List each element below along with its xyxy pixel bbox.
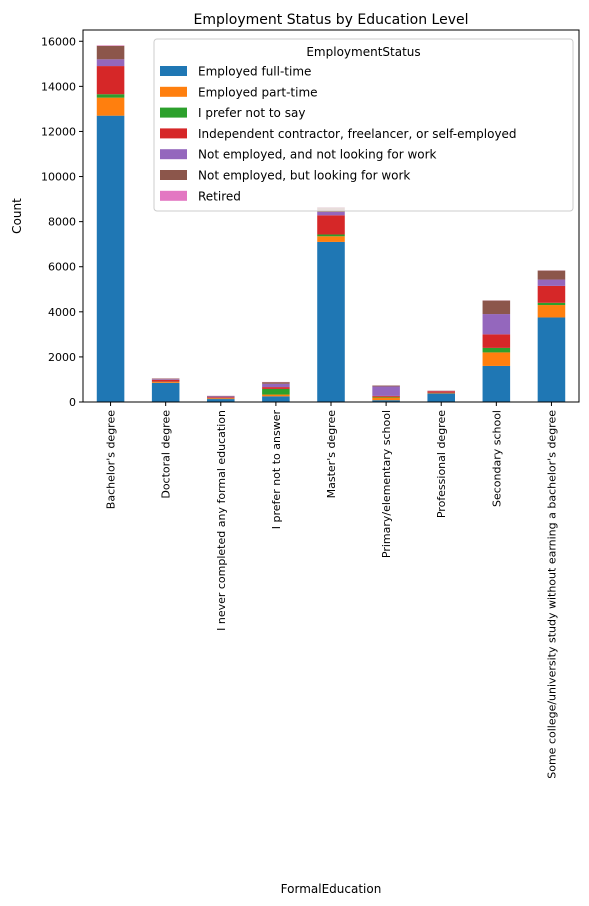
bar-segment-5-1 xyxy=(372,397,400,401)
x-tick-label-6: Professional degree xyxy=(435,410,448,518)
x-axis: Bachelor's degree Doctoral degree I never … xyxy=(105,402,558,779)
plot-frame xyxy=(82,29,580,403)
bar-segment-7-0 xyxy=(482,365,511,402)
bar-segment-7-2 xyxy=(482,347,511,353)
legend: EmploymentStatus Employed full-time Employ… xyxy=(153,38,574,212)
bar-segment-1-4 xyxy=(151,379,180,380)
bar-segment-1-0 xyxy=(151,382,180,402)
bar-segment-4-1 xyxy=(317,236,345,242)
bar-segment-5-5 xyxy=(372,385,400,387)
bar-segment-8-0 xyxy=(537,317,566,402)
legend-label-5: Not employed, but looking for work xyxy=(198,169,410,183)
legend-swatch-5 xyxy=(160,170,187,180)
legend-label-2: I prefer not to say xyxy=(198,106,305,120)
x-tick-label-2: I never completed any formal education xyxy=(215,410,228,631)
x-tick-label-3: I prefer not to answer xyxy=(270,410,283,530)
bar-segment-4-3 xyxy=(317,215,345,235)
bar-segment-7-5 xyxy=(482,300,511,315)
bar-segment-8-4 xyxy=(537,279,566,286)
legend-label-4: Not employed, and not looking for work xyxy=(198,148,437,162)
y-axis-label: Count xyxy=(10,198,24,234)
bar-segment-8-5 xyxy=(537,270,566,280)
x-tick-label-7: Secondary school xyxy=(490,410,503,507)
x-tick-label-1: Doctoral degree xyxy=(160,410,173,499)
y-tick-label-3: 6000 xyxy=(48,261,76,274)
bar-segment-2-3 xyxy=(207,397,235,399)
bar-segment-3-2 xyxy=(262,388,290,395)
bar-segment-8-1 xyxy=(537,305,566,318)
y-tick-label-0: 0 xyxy=(69,396,76,409)
legend-title: EmploymentStatus xyxy=(306,45,420,59)
bar-segment-1-1 xyxy=(151,381,180,383)
bar-segment-1-3 xyxy=(151,379,180,382)
bar-segment-6-0 xyxy=(427,393,455,402)
bar-segment-8-2 xyxy=(537,302,566,306)
x-tick-label-0: Bachelor's degree xyxy=(105,410,118,509)
x-tick-label-8: Some college/university study without ea… xyxy=(545,410,558,779)
y-tick-label-6: 12000 xyxy=(41,125,76,138)
y-tick-label-4: 8000 xyxy=(48,216,76,229)
legend-swatch-6 xyxy=(160,190,187,201)
x-tick-label-5: Primary/elementary school xyxy=(380,410,393,558)
bar-segment-4-0 xyxy=(317,241,345,402)
legend-label-6: Retired xyxy=(198,189,241,203)
y-tick-label-8: 16000 xyxy=(41,35,76,48)
bar-segment-7-3 xyxy=(482,334,511,348)
bar-segment-0-0 xyxy=(96,115,125,403)
bar-segment-2-0 xyxy=(207,399,235,402)
y-tick-label-7: 14000 xyxy=(41,80,76,93)
y-tick-label-1: 2000 xyxy=(48,351,76,364)
bar-segment-0-3 xyxy=(96,66,125,95)
bar-segment-0-1 xyxy=(96,97,125,116)
legend-swatch-0 xyxy=(160,66,187,76)
bar-segment-5-3 xyxy=(372,395,400,397)
y-tick-label-5: 10000 xyxy=(41,171,76,184)
bar-segment-6-3 xyxy=(427,391,455,393)
y-tick-label-2: 4000 xyxy=(48,306,76,319)
x-tick-label-4: Master's degree xyxy=(325,410,338,499)
bar-segment-5-0 xyxy=(372,400,400,402)
chart-title: Employment Status by Education Level xyxy=(194,12,469,28)
y-axis: 0 2000 4000 6000 8000 10000 12000 14000 16000 xyxy=(41,35,83,409)
bar-segment-0-4 xyxy=(96,59,125,67)
legend-frame xyxy=(153,38,574,212)
bar-segment-3-4 xyxy=(262,383,290,388)
bar-segment-1-5 xyxy=(151,378,180,380)
bar-segment-4-2 xyxy=(317,234,345,237)
bar-segment-3-0 xyxy=(262,396,290,402)
legend-label-1: Employed part-time xyxy=(198,85,318,99)
legend-swatch-1 xyxy=(160,86,187,97)
bar-segment-7-4 xyxy=(482,314,511,335)
bar-segment-3-5 xyxy=(262,382,290,384)
bar-segment-8-3 xyxy=(537,285,566,303)
bar-segment-0-2 xyxy=(96,94,125,98)
bar-segment-3-3 xyxy=(262,387,290,389)
legend-swatch-4 xyxy=(160,149,187,160)
bar-segment-2-4 xyxy=(207,396,235,398)
bar-segment-5-2 xyxy=(372,396,400,398)
legend-swatch-2 xyxy=(160,107,187,118)
bar-segment-5-4 xyxy=(372,386,400,396)
bar-segment-3-1 xyxy=(262,394,290,397)
x-axis-label: FormalEducation xyxy=(281,882,382,896)
legend-label-3: Independent contractor, freelancer, or s… xyxy=(198,127,517,141)
bar-segment-4-4 xyxy=(317,211,345,216)
legend-label-0: Employed full-time xyxy=(198,65,311,79)
bar-segment-0-5 xyxy=(96,45,125,60)
legend-swatch-3 xyxy=(160,128,187,139)
bar-segment-7-1 xyxy=(482,352,511,366)
bar-segment-2-1 xyxy=(207,398,235,400)
